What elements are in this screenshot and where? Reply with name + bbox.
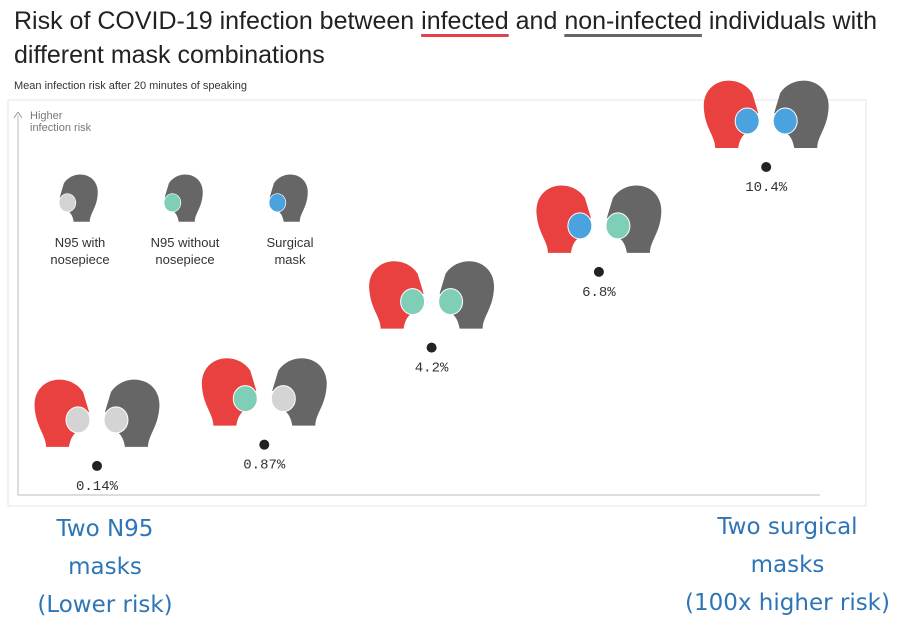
head: [104, 380, 159, 447]
dot: [594, 267, 604, 277]
annotation: Two N95 masks (Lower risk): [10, 510, 200, 624]
head: [439, 261, 494, 328]
value-label: 0.87%: [243, 458, 286, 474]
mask: [59, 194, 76, 212]
head: [606, 186, 661, 253]
head: [271, 358, 326, 425]
head: [369, 261, 424, 328]
mask: [271, 386, 295, 412]
mask: [773, 108, 797, 134]
mask: [233, 386, 257, 412]
y-axis-label: Higher infection risk: [30, 110, 91, 134]
head: [269, 175, 308, 222]
mask: [439, 289, 463, 315]
mask: [401, 289, 425, 315]
mask: [66, 407, 90, 433]
value-label: 10.4%: [745, 180, 788, 196]
dot: [92, 461, 102, 471]
mask: [104, 407, 128, 433]
mask: [606, 213, 630, 239]
value-label: 0.14%: [76, 479, 119, 495]
value-label: 6.8%: [582, 285, 616, 301]
legend-label: N95 with nosepiece: [25, 234, 135, 268]
legend-label: N95 without nosepiece: [130, 234, 240, 268]
value-label: 4.2%: [415, 361, 449, 377]
mask: [735, 108, 759, 134]
dot: [259, 440, 269, 450]
dot: [427, 343, 437, 353]
head: [164, 175, 203, 222]
mask: [269, 194, 286, 212]
legend-label: Surgical mask: [235, 234, 345, 268]
head: [35, 380, 90, 447]
annotation: Two surgical masks (100x higher risk): [660, 508, 915, 622]
mask: [164, 194, 181, 212]
head: [704, 81, 759, 148]
head: [773, 81, 828, 148]
head: [536, 186, 591, 253]
page: Risk of COVID-19 infection between infec…: [0, 0, 917, 639]
dot: [761, 162, 771, 172]
mask: [568, 213, 592, 239]
head: [59, 175, 98, 222]
head: [202, 358, 257, 425]
